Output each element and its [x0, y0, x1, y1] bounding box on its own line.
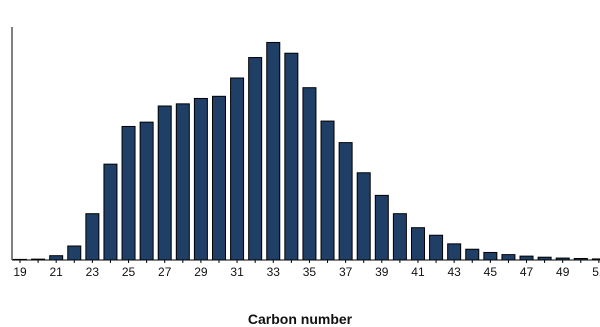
x-tick-label-37: 37 [339, 265, 353, 279]
x-tick-marks [19, 260, 600, 263]
x-tick-label-25: 25 [122, 265, 136, 279]
bar-42 [429, 234, 444, 261]
bar-31 [230, 77, 245, 261]
bar-38 [356, 172, 371, 261]
bar-27 [157, 105, 172, 261]
bar-44 [465, 248, 480, 261]
bar-25 [121, 125, 136, 261]
bar-48 [537, 256, 552, 261]
x-tick-label-29: 29 [194, 265, 208, 279]
x-axis-label: Carbon number [247, 311, 353, 327]
bar-21 [49, 255, 64, 261]
bar-20 [31, 258, 46, 261]
bar-32 [248, 57, 263, 261]
bar-39 [374, 194, 389, 261]
bar-series [13, 41, 600, 261]
bar-37 [338, 142, 353, 261]
x-tick-label-49: 49 [556, 265, 570, 279]
x-tick-label-31: 31 [230, 265, 244, 279]
bar-45 [483, 251, 498, 261]
bar-46 [501, 254, 516, 261]
bar-34 [284, 52, 299, 261]
bar-30 [211, 95, 226, 261]
x-tick-label-19: 19 [13, 265, 27, 279]
bar-26 [139, 121, 154, 261]
bar-chart-svg: 19 21 23 25 27 29 31 33 35 37 39 41 43 45 47 49 51 [11, 27, 600, 279]
x-tick-label-43: 43 [447, 265, 461, 279]
bar-43 [447, 243, 462, 261]
x-tick-label-23: 23 [86, 265, 100, 279]
bar-28 [175, 103, 190, 261]
bar-19 [13, 258, 27, 261]
bar-40 [392, 213, 407, 261]
x-tick-label-41: 41 [411, 265, 425, 279]
x-tick-label-47: 47 [520, 265, 534, 279]
bar-36 [320, 120, 335, 261]
bar-29 [193, 97, 208, 261]
bar-49 [555, 257, 570, 261]
x-tick-label-21: 21 [50, 265, 64, 279]
x-tick-label-39: 39 [375, 265, 389, 279]
x-tick-label-27: 27 [158, 265, 172, 279]
x-tick-labels: 19 21 23 25 27 29 31 33 35 37 39 41 43 45 47 49 51 [13, 265, 600, 279]
bar-50 [573, 257, 588, 261]
x-tick-label-35: 35 [303, 265, 317, 279]
bar-33 [266, 41, 281, 261]
bar-24 [103, 163, 118, 261]
bar-35 [302, 87, 317, 261]
bar-23 [85, 213, 100, 261]
x-tick-label-45: 45 [484, 265, 498, 279]
bar-41 [410, 227, 425, 261]
bar-47 [519, 255, 534, 261]
bar-51 [591, 258, 600, 261]
x-tick-label-51: 51 [592, 265, 600, 279]
bar-22 [67, 245, 82, 261]
x-tick-label-33: 33 [267, 265, 281, 279]
